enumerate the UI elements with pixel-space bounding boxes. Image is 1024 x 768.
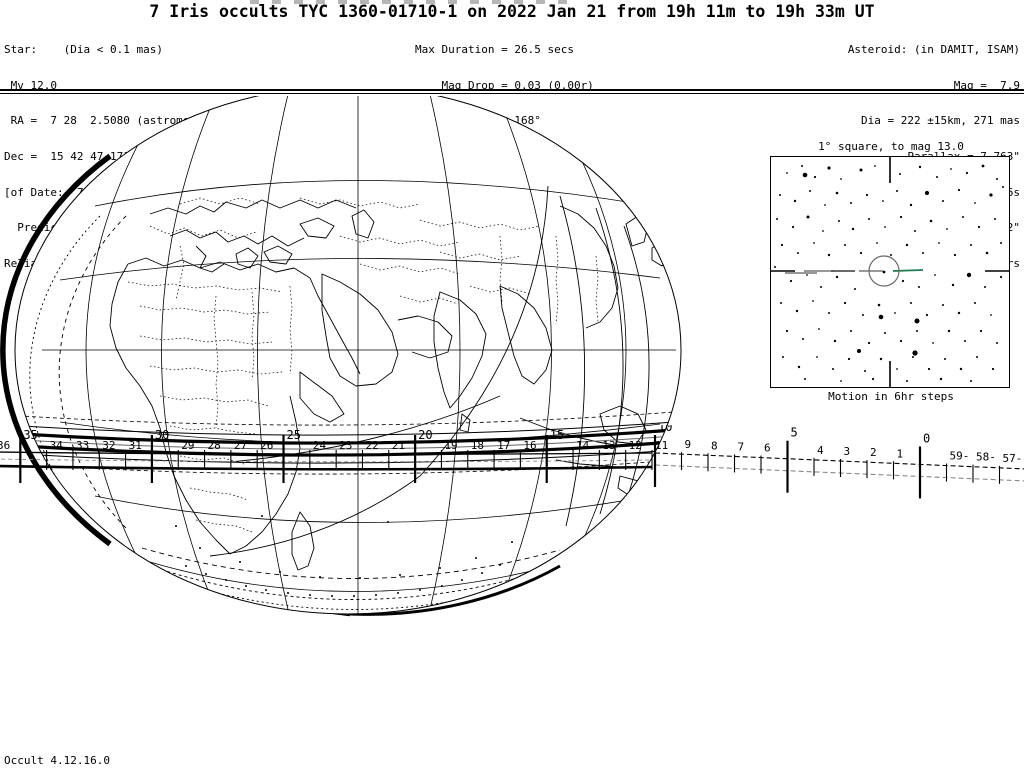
globe-limb-south: [349, 564, 561, 616]
timeline-label: 20: [418, 428, 432, 442]
field-stars: [774, 164, 1004, 382]
star-line-2: RA = 7 28 2.5080 (astrometric): [4, 114, 223, 128]
timeline-label: 31: [129, 439, 142, 452]
header: 7 Iris occults TYC 1360-01710-1 on 2022 …: [0, 0, 1024, 270]
south-limb-speckle: [175, 515, 513, 597]
timeline-label: 30: [155, 428, 169, 442]
asteroid-line-2: Dia = 222 ±15km, 271 mas: [827, 114, 1020, 128]
timeline-label: 22: [365, 439, 378, 452]
target-star-dot: [882, 270, 886, 274]
app-version-label: Occult 4.12.16.0: [4, 754, 110, 767]
timeline-left-segment: 36 35 34 33 32 31 30 29 28 27 26 25 24 23 22 21 20 19 18 17…: [0, 428, 668, 483]
timeline-label: 32: [102, 439, 115, 452]
timeline-label: 57-: [1003, 452, 1023, 465]
timeline-label: 29: [181, 439, 194, 452]
time-scale: 36 35 34 33 32 31 30 29 28 27 26 25 24 23 22 21 20 19 18 17…: [0, 420, 1024, 500]
timeline-label: 11: [655, 439, 668, 452]
timeline-label: 8: [711, 439, 718, 452]
timeline-label: 26: [260, 439, 273, 452]
star-field-svg: [771, 157, 1009, 387]
timeline-label: 12: [629, 439, 642, 452]
target-star-circle: [868, 255, 900, 287]
timeline-label: 16: [523, 439, 536, 452]
timeline-label: 3: [844, 445, 851, 458]
star-field-box: [770, 156, 1010, 388]
star-field-title: 1° square, to mag 13.0: [818, 140, 964, 153]
star-line-1: Mv 12.0: [4, 78, 57, 92]
circ-line-0: Max Duration = 26.5 secs: [415, 42, 574, 56]
asteroid-motion-track: [785, 269, 924, 274]
illumination-limit-curves: [209, 185, 650, 557]
timeline-label: 4: [817, 444, 824, 457]
timeline-label: 58-: [976, 451, 996, 464]
timeline-label: 13: [602, 439, 615, 452]
reticle-ticks: [771, 157, 1009, 387]
timeline-label: 23: [339, 439, 352, 452]
timeline-label: 21: [392, 439, 405, 452]
asteroid-line-0: Asteroid: (in DAMIT, ISAM): [847, 42, 1020, 56]
timeline-label: 34: [50, 439, 64, 452]
timeline-label: 9: [685, 438, 692, 451]
timeline-label: 18: [471, 439, 484, 452]
timeline-label: 36: [0, 439, 10, 452]
timeline-label: 25: [287, 428, 301, 442]
star-line-0: Star: (Dia < 0.1 mas): [4, 42, 163, 56]
political-borders: [127, 197, 599, 533]
globe-contents: [15, 96, 681, 614]
page-title: 7 Iris occults TYC 1360-01710-1 on 2022 …: [149, 2, 875, 21]
timeline-label: 0: [923, 431, 930, 445]
timeline-label: 14: [576, 439, 590, 452]
timeline-label: 2: [870, 446, 877, 459]
timeline-label: 1: [897, 447, 904, 460]
earth-globe: [0, 96, 700, 636]
timeline-label: 33: [76, 439, 89, 452]
timeline-label: 7: [738, 440, 745, 453]
asteroid-line-1: Mag = 7.9: [920, 78, 1020, 92]
timeline-label: 6: [764, 442, 771, 455]
header-divider-thick: [0, 89, 1024, 91]
timeline-label: 15: [550, 428, 564, 442]
circ-line-1: Mag Drop = 0.03 (0.00r): [415, 78, 594, 92]
timeline-label: 27: [234, 439, 247, 452]
header-divider-thin: [0, 93, 1024, 94]
timeline-label: 59-: [950, 450, 970, 463]
star-field-panel: 1° square, to mag 13.0: [762, 140, 1020, 403]
timeline-label: 17: [497, 439, 510, 452]
globe-svg: [0, 96, 682, 617]
top-clipped-text-artifact: [250, 0, 570, 4]
star-field-caption: Motion in 6hr steps: [828, 390, 954, 403]
timeline-label: 5: [791, 426, 798, 440]
timeline-label: 19: [444, 439, 457, 452]
globe-outline: [14, 96, 682, 615]
timeline-label: 24: [313, 439, 327, 452]
timeline-label: 35: [23, 428, 37, 442]
globe-limb-west: [0, 153, 112, 547]
occultation-path-band: [15, 409, 681, 475]
terminator-arcs: [29, 215, 561, 610]
timeline-label: 10: [658, 425, 672, 434]
timeline-label: 28: [208, 439, 221, 452]
